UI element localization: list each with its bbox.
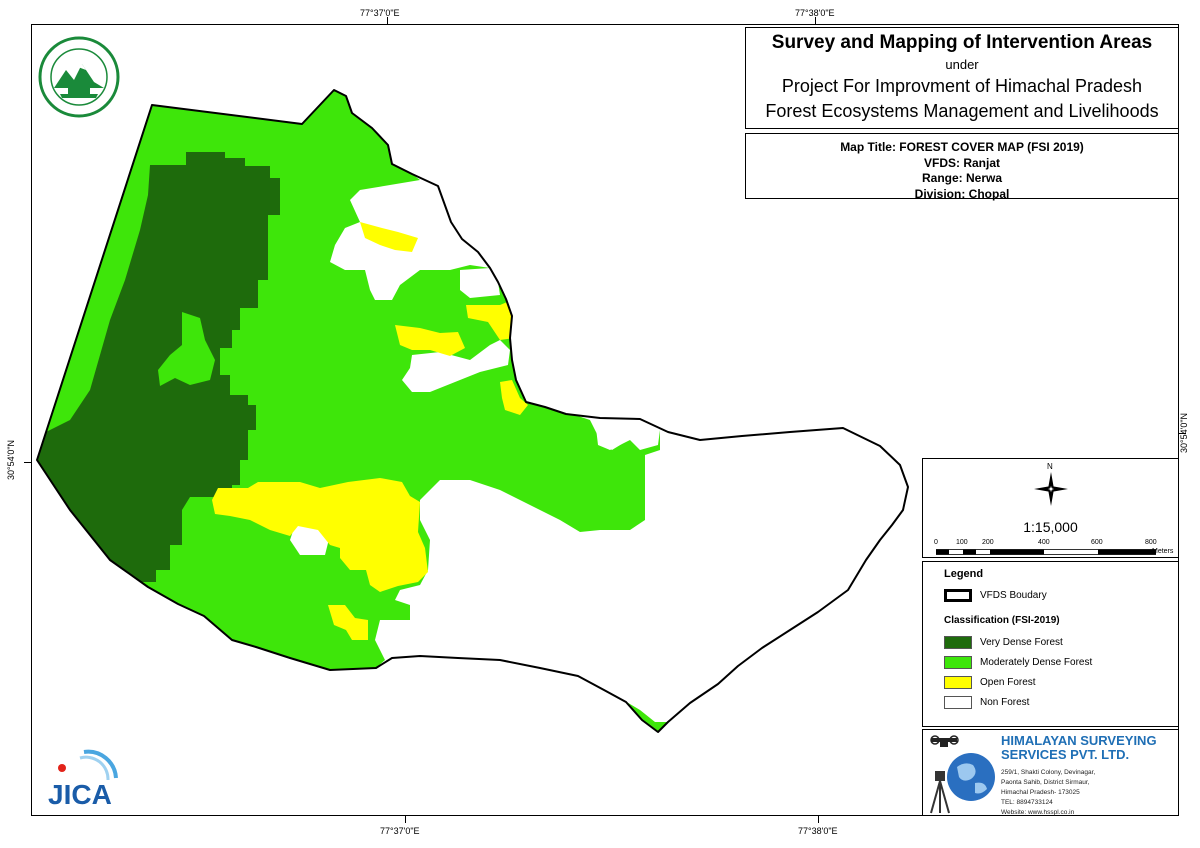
scale-tick-0: 0	[934, 539, 938, 546]
company-name-line1: HIMALAYAN SURVEYING	[1001, 733, 1157, 748]
grid-tick	[24, 462, 31, 463]
north-label: N	[1047, 462, 1053, 471]
map-frame	[31, 24, 1179, 816]
map-info-block: Map Title: FOREST COVER MAP (FSI 2019) V…	[745, 133, 1179, 201]
map-main-title: Survey and Mapping of Intervention Areas	[771, 32, 1153, 53]
legend-item-non-forest: Non Forest	[944, 695, 1029, 710]
swatch-very-dense	[944, 636, 972, 649]
map-title: Map Title: FOREST COVER MAP (FSI 2019)	[840, 140, 1084, 154]
scale-tick-400: 400	[1038, 539, 1050, 546]
scale-box: N 1:15,000 0 100 200 400 600 800 Meters	[922, 458, 1179, 558]
company-address: 259/1, Shakti Colony, Devinagar, Paonta …	[1001, 768, 1095, 818]
scale-bar	[936, 549, 1156, 555]
grid-tick	[818, 816, 819, 823]
address-line: Paonta Sahib, District Sirmaur,	[1001, 779, 1090, 786]
legend-item-moderately-dense: Moderately Dense Forest	[944, 655, 1092, 670]
grid-tick	[1179, 433, 1186, 434]
coord-top-left: 77°37'0"E	[360, 8, 400, 18]
company-name-line2: SERVICES PVT. LTD.	[1001, 747, 1130, 762]
swatch-moderately-dense	[944, 656, 972, 669]
department-logo	[38, 36, 120, 118]
project-line-1: Project For Improvment of Himachal Prade…	[781, 76, 1143, 96]
scale-unit: Meters	[1152, 548, 1174, 555]
coord-bottom-left: 77°37'0"E	[380, 826, 420, 836]
legend-label: Open Forest	[980, 677, 1036, 688]
address-phone: TEL: 8894733124	[1001, 799, 1053, 806]
coord-top-right: 77°38'0"E	[795, 8, 835, 18]
grid-tick	[405, 816, 406, 823]
legend-boundary-label: VFDS Boudary	[980, 590, 1047, 601]
division-name: Division: Chopal	[914, 186, 1010, 201]
coord-bottom-right: 77°38'0"E	[798, 826, 838, 836]
north-arrow-icon	[1034, 472, 1068, 506]
company-logo	[930, 735, 995, 814]
boundary-swatch	[944, 589, 972, 602]
grid-tick	[815, 17, 816, 24]
vfds-name: VFDS: Ranjat	[923, 155, 1000, 170]
scale-tick-600: 600	[1091, 539, 1103, 546]
company-name: HIMALAYAN SURVEYING SERVICES PVT. LTD.	[1001, 734, 1157, 762]
legend-label: Non Forest	[980, 697, 1030, 708]
legend-label: Very Dense Forest	[980, 637, 1063, 648]
legend: Legend VFDS Boudary Classification (FSI-…	[922, 561, 1179, 727]
title-under: under	[945, 57, 979, 72]
legend-label: Moderately Dense Forest	[980, 657, 1093, 668]
legend-title: Legend	[944, 568, 984, 580]
scale-tick-200: 200	[982, 539, 994, 546]
swatch-open	[944, 676, 972, 689]
company-block: HIMALAYAN SURVEYING SERVICES PVT. LTD. 2…	[922, 729, 1179, 816]
title-block: Survey and Mapping of Intervention Areas…	[745, 27, 1179, 129]
address-line: 259/1, Shakti Colony, Devinagar,	[1001, 769, 1096, 776]
project-line-2: Forest Ecosystems Management and Livelih…	[765, 101, 1159, 121]
jica-logo: JICA	[48, 749, 118, 810]
legend-boundary: VFDS Boudary	[944, 588, 1047, 603]
address-website: Website: www.hsspl.co.in	[1001, 809, 1075, 816]
legend-classification-title: Classification (FSI-2019)	[944, 615, 1060, 626]
svg-text:JICA: JICA	[48, 779, 112, 810]
legend-item-very-dense: Very Dense Forest	[944, 635, 1063, 650]
swatch-non-forest	[944, 696, 972, 709]
scale-tick-800: 800	[1145, 539, 1157, 546]
scale-ratio: 1:15,000	[1023, 519, 1078, 535]
range-name: Range: Nerwa	[921, 171, 1003, 185]
scale-tick-100: 100	[956, 539, 968, 546]
legend-item-open: Open Forest	[944, 675, 1036, 690]
address-line: Himachal Pradesh- 173025	[1001, 789, 1080, 796]
grid-tick	[387, 17, 388, 24]
